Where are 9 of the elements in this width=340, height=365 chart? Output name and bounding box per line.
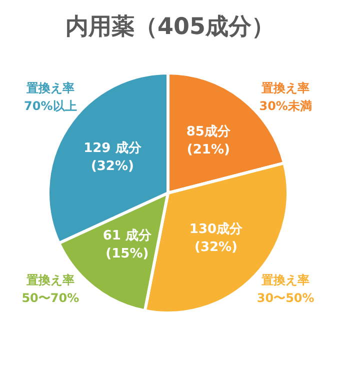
slice-label: 置換え率 50〜70% (22, 273, 80, 305)
data-label: 130成分 (32%) (189, 222, 244, 255)
data-label: 85成分 (21%) (186, 124, 232, 158)
slice-label: 置換え率 30〜50% (256, 273, 314, 305)
slice-label: 置換え率 30%未満 (259, 81, 312, 113)
data-label: 129 成分 (32%) (84, 140, 142, 174)
slice-label: 置換え率 70%以上 (24, 81, 77, 113)
data-label: 61 成分 (15%) (102, 228, 152, 262)
chart-title: 内用薬（405成分） (65, 14, 275, 40)
